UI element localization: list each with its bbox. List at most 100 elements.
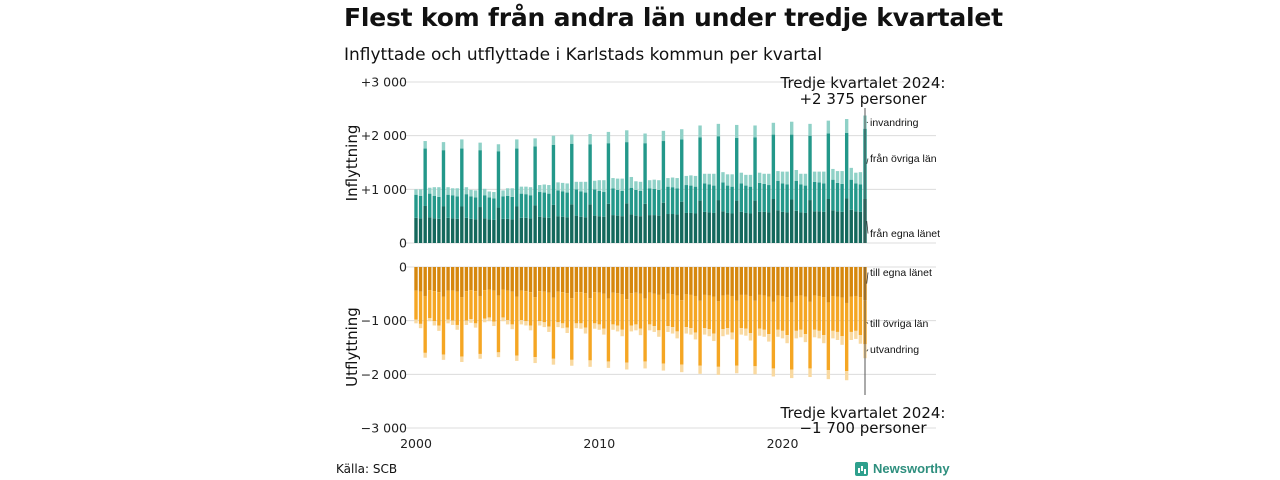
bar-segment [725,212,730,243]
bar-segment [794,170,798,181]
bar-segment [487,191,491,198]
bar-segment [428,267,432,291]
bar-segment [592,215,597,243]
bar-segment [680,201,684,243]
bar-segment [620,216,624,243]
bar-segment [602,293,606,329]
bar-segment [739,172,743,184]
bar-segment [712,185,716,213]
bar-segment [634,267,638,293]
bar-segment [684,175,689,186]
bar-segment [776,210,780,243]
bar-segment [840,336,844,345]
bar-segment [716,136,721,201]
bar-segment [579,267,583,293]
bar-segment [565,183,569,193]
bar-segment [840,267,844,298]
bar-segment [583,267,588,294]
top-annotation-line1: Tredje kvartalet 2024: [780,74,946,92]
bar-segment [721,172,725,183]
bar-segment [670,294,675,328]
bar-segment [560,292,565,324]
bar-segment [858,211,863,243]
bar-segment [748,295,753,334]
bar-segment [812,211,817,243]
bar-segment [428,217,432,243]
bar-segment [698,200,702,243]
bar-segment [826,370,831,380]
bar-segment [492,267,496,291]
bar-segment [721,182,725,212]
bar-segment [597,267,601,293]
bar-segment [675,214,679,243]
bar-segment [767,173,771,186]
bar-segment [767,185,771,213]
bar-segment [849,267,853,297]
bar-segment [492,321,496,327]
bar-segment [826,302,831,371]
bar-segment [542,291,546,323]
bar-segment [835,211,840,243]
bar-segment [780,295,785,331]
bar-segment [652,326,656,332]
bar-segment [689,294,693,329]
bar-segment [450,290,455,321]
bar-segment [519,320,524,325]
y-tick-label: +1 000 [361,182,407,197]
y-tick-label: −2 000 [361,367,407,382]
bar-segment [528,218,533,243]
bar-segment [464,187,469,195]
bar-segment [831,168,835,180]
bar-segment [592,292,597,324]
bar-segment [684,294,689,328]
bar-segment [556,190,560,217]
bar-segment [748,333,753,341]
bar-segment [647,215,652,243]
bar-segment [803,267,808,297]
bar-segment [739,183,743,212]
source-note: Källa: SCB [336,462,398,476]
bar-segment [570,359,574,366]
bar-segment [712,333,716,342]
bar-segment [574,181,579,190]
bar-segment [817,295,821,331]
bar-segment [707,295,711,330]
bar-segment [712,212,716,243]
bar-segment [638,190,643,217]
bar-segment [556,216,560,243]
bar-segment [776,267,780,296]
bar-segment [748,213,753,243]
bar-segment [643,267,647,299]
bar-segment [689,328,693,335]
bar-segment [666,178,670,187]
bar-segment [753,137,757,201]
bar-segment [492,192,496,199]
bar-segment [661,130,666,142]
bar-segment [762,295,766,330]
bar-segment [767,267,771,297]
bar-segment [634,292,638,325]
bar-segment [776,180,780,211]
bar-segment [808,200,812,243]
bar-segment [725,294,730,329]
bar-segment [505,218,510,243]
bar-segment [414,194,418,218]
bar-segment [588,134,592,145]
bar-segment [753,125,757,138]
bar-segment [835,171,840,183]
bar-segment [588,204,592,243]
bar-segment [524,194,528,218]
bar-segment [592,180,597,190]
bar-segment [712,296,716,334]
segment-label: från övriga län [870,153,937,165]
y-axis-label-utflyttning: Utflyttning [343,307,361,387]
bar-segment [533,138,537,147]
bar-segment [762,211,766,243]
newsworthy-logo[interactable]: Newsworthy [855,461,950,476]
bar-segment [551,135,556,145]
bar-segment [551,358,556,365]
bar-segment [574,189,579,216]
bar-segment [538,267,542,292]
bar-segment [533,267,537,298]
bar-segment [638,293,643,329]
